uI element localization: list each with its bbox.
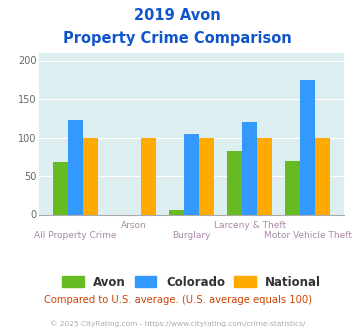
Bar [242,122,257,214]
Text: Motor Vehicle Theft: Motor Vehicle Theft [264,231,352,240]
Bar [285,161,300,215]
Bar [141,138,156,214]
Bar [83,138,98,214]
Bar [315,138,331,214]
Text: Burglary: Burglary [173,231,211,240]
Bar [300,80,315,214]
Bar [199,138,214,214]
Bar [257,138,272,214]
Text: 2019 Avon: 2019 Avon [134,8,221,23]
Bar [68,120,83,214]
Bar [53,162,68,214]
Text: All Property Crime: All Property Crime [34,231,117,240]
Text: Property Crime Comparison: Property Crime Comparison [63,31,292,46]
Bar [227,151,242,214]
Text: Arson: Arson [121,221,147,230]
Text: © 2025 CityRating.com - https://www.cityrating.com/crime-statistics/: © 2025 CityRating.com - https://www.city… [50,321,305,327]
Bar [169,210,184,214]
Text: Compared to U.S. average. (U.S. average equals 100): Compared to U.S. average. (U.S. average … [44,295,311,305]
Legend: Avon, Colorado, National: Avon, Colorado, National [59,272,324,292]
Text: Larceny & Theft: Larceny & Theft [214,221,286,230]
Bar [184,134,199,214]
